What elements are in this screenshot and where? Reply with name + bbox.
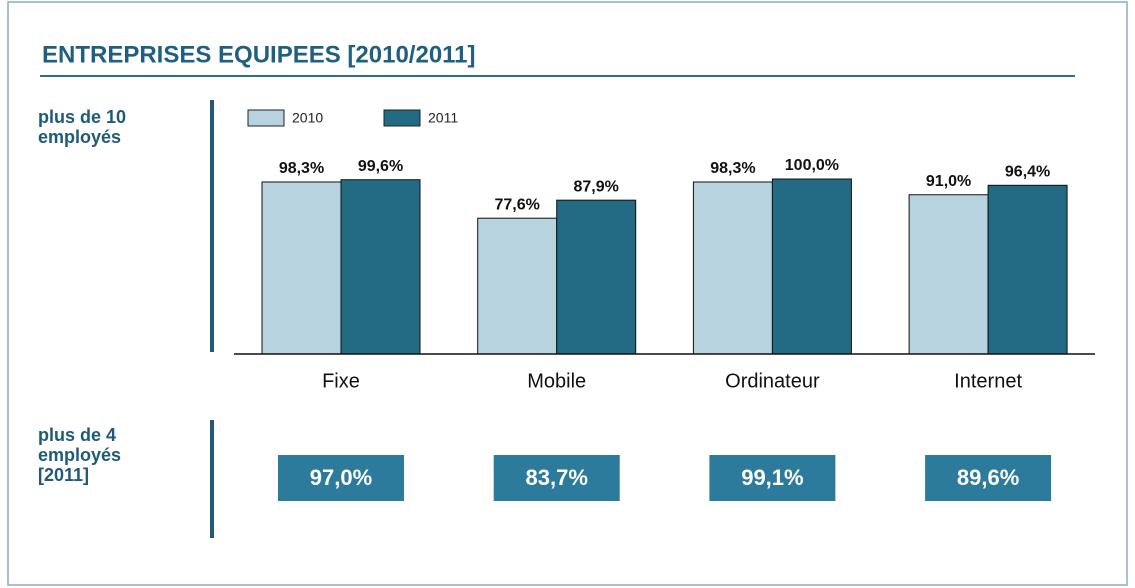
summary-box — [925, 455, 1052, 501]
x-tick-label: Fixe — [322, 370, 360, 392]
summary-value: 83,7% — [526, 465, 588, 490]
bar — [556, 199, 637, 355]
bar — [771, 178, 852, 355]
data-label: 100,0% — [785, 157, 839, 174]
summary-value: 97,0% — [310, 465, 372, 490]
data-label: 77,6% — [495, 196, 540, 213]
row-label: plus de 10 — [38, 107, 126, 127]
bar — [908, 194, 989, 355]
row-label: plus de 4 — [38, 425, 116, 445]
x-tick-label: Ordinateur — [725, 370, 820, 392]
data-label: 87,9% — [574, 178, 619, 195]
data-label: 98,3% — [279, 160, 324, 177]
legend-swatch — [247, 109, 285, 127]
summary-box — [709, 455, 836, 501]
data-label: 91,0% — [926, 173, 971, 190]
legend-swatch — [383, 109, 421, 127]
row-label: [2011] — [38, 465, 89, 485]
summary-box — [278, 455, 404, 501]
bar — [340, 179, 421, 355]
bar — [987, 184, 1068, 355]
bar — [477, 217, 558, 355]
row-label: employés — [38, 127, 121, 147]
x-tick-label: Internet — [954, 370, 1022, 392]
data-label: 96,4% — [1005, 164, 1050, 181]
summary-value: 89,6% — [957, 465, 1019, 490]
summary-value: 99,1% — [741, 465, 803, 490]
legend-label: 2010 — [292, 110, 323, 126]
chart-title: ENTREPRISES EQUIPEES [2010/2011] — [42, 41, 476, 68]
data-label: 98,3% — [710, 160, 755, 177]
bar — [261, 181, 342, 355]
legend-label: 2011 — [428, 110, 458, 126]
summary-box — [493, 455, 620, 501]
bar — [692, 181, 773, 355]
data-label: 99,6% — [358, 158, 403, 175]
x-tick-label: Mobile — [527, 370, 586, 392]
row-label: employés — [38, 445, 121, 465]
